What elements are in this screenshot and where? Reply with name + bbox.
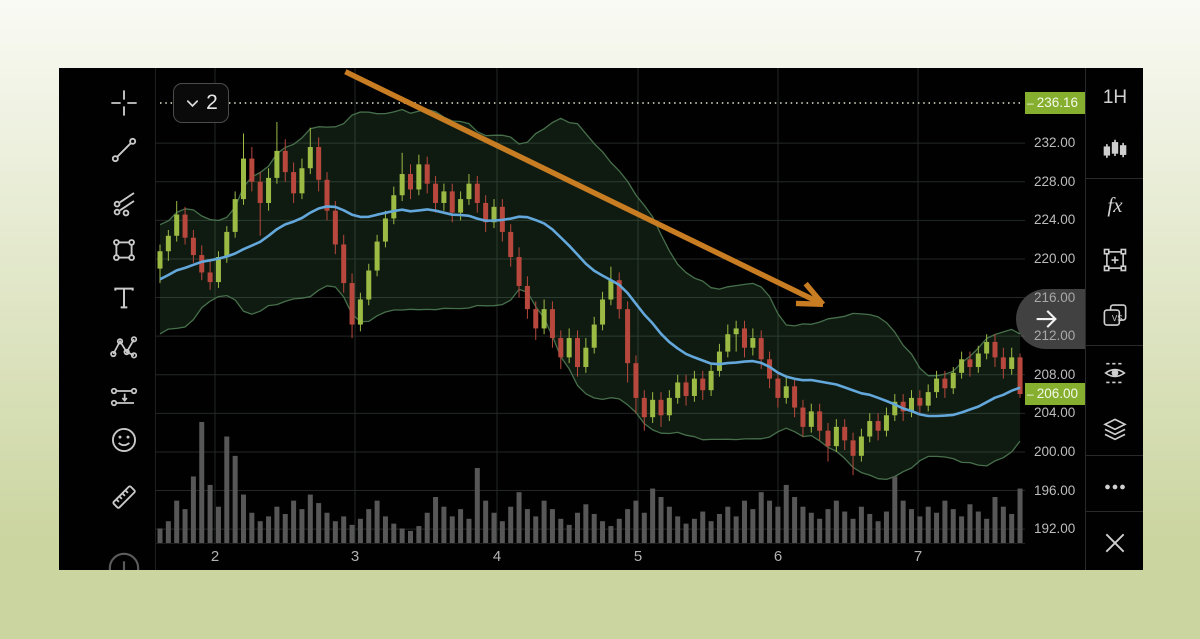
crosshair-icon bbox=[111, 90, 137, 116]
text-icon bbox=[114, 287, 134, 309]
more-options-button[interactable] bbox=[1095, 467, 1135, 507]
ruler-tool-button[interactable] bbox=[104, 477, 144, 517]
ruler-icon bbox=[112, 485, 136, 509]
indicators-fx-label: fx bbox=[1107, 192, 1123, 217]
eye-dashed-icon bbox=[1104, 362, 1126, 384]
level-price-value: 236.16 bbox=[1036, 95, 1078, 110]
indicators-button[interactable]: fx bbox=[1095, 185, 1135, 225]
go-to-realtime-button[interactable] bbox=[1016, 289, 1085, 349]
compare-vs-label: VS bbox=[1112, 314, 1123, 323]
timeframe-button[interactable]: 1H bbox=[1095, 78, 1135, 118]
trend-line-icon bbox=[111, 137, 137, 163]
compare-vs-icon: VS bbox=[1103, 304, 1127, 326]
chart-type-button[interactable] bbox=[1095, 131, 1135, 171]
text-tool-button[interactable] bbox=[104, 278, 144, 318]
pattern-tool-button[interactable] bbox=[104, 328, 144, 368]
crosshair-tool-button[interactable] bbox=[104, 83, 144, 123]
xabcd-pattern-icon bbox=[110, 336, 138, 359]
candlestick-chart-icon bbox=[1103, 139, 1127, 158]
layers-icon bbox=[1103, 418, 1127, 441]
price-tick: 232.00 bbox=[1034, 135, 1076, 151]
arrow-right-icon bbox=[1036, 310, 1057, 328]
current-price-dash: – bbox=[1027, 387, 1034, 402]
time-axis-label: 6 bbox=[773, 548, 783, 565]
price-tick: 196.00 bbox=[1034, 482, 1076, 498]
time-axis[interactable]: 2 3 4 5 6 7 bbox=[155, 543, 1025, 570]
time-axis-label: 4 bbox=[492, 548, 502, 565]
more-dots-icon bbox=[1105, 484, 1125, 490]
frame-plus-icon bbox=[1103, 248, 1127, 272]
hide-drawings-button[interactable] bbox=[1095, 353, 1135, 393]
time-axis-label: 2 bbox=[210, 548, 220, 565]
magnet-tool-button[interactable] bbox=[104, 548, 144, 570]
chart-controls-toolbar: 1H fx VS bbox=[1085, 68, 1143, 570]
toolbar-divider bbox=[1086, 455, 1143, 456]
price-tick: 212.00 bbox=[1034, 328, 1076, 344]
toolbar-divider bbox=[1086, 511, 1143, 512]
emoji-smiley-icon bbox=[111, 427, 137, 453]
time-axis-label: 3 bbox=[350, 548, 360, 565]
price-tick: 220.00 bbox=[1034, 250, 1076, 266]
drawing-toolbar bbox=[59, 68, 156, 570]
chart-area[interactable]: 2 2 3 4 5 6 7 bbox=[155, 68, 1085, 570]
price-tick: 224.00 bbox=[1034, 212, 1076, 228]
price-chart[interactable] bbox=[155, 68, 1025, 543]
time-axis-label: 5 bbox=[633, 548, 643, 565]
trend-line-tool-button[interactable] bbox=[104, 130, 144, 170]
timeframe-label: 1H bbox=[1102, 87, 1128, 108]
toolbar-divider bbox=[1086, 345, 1143, 346]
compare-button[interactable]: VS bbox=[1095, 295, 1135, 335]
rectangle-shape-icon bbox=[113, 239, 135, 261]
price-tick: 200.00 bbox=[1034, 443, 1076, 459]
time-axis-label: 7 bbox=[913, 548, 923, 565]
close-x-icon bbox=[1105, 533, 1125, 553]
price-tick: 204.00 bbox=[1034, 405, 1076, 421]
object-tree-button[interactable] bbox=[1095, 410, 1135, 450]
pitchfork-icon bbox=[113, 192, 135, 217]
current-price-value: 206.00 bbox=[1036, 386, 1078, 402]
add-chart-button[interactable] bbox=[1095, 240, 1135, 280]
drawings-count-chip[interactable]: 2 bbox=[173, 83, 229, 123]
pitchfork-tool-button[interactable] bbox=[104, 183, 144, 223]
rectangle-tool-button[interactable] bbox=[104, 230, 144, 270]
chevron-down-icon bbox=[187, 99, 199, 107]
price-tick: 228.00 bbox=[1034, 173, 1076, 189]
magnet-icon bbox=[108, 552, 140, 570]
level-dash: – bbox=[1027, 96, 1034, 110]
close-button[interactable] bbox=[1095, 523, 1135, 563]
price-axis[interactable]: – 236.16 – 206.00 232.00 228.00 224.00 220.… bbox=[1025, 68, 1085, 570]
toolbar-divider bbox=[1086, 178, 1143, 179]
emoji-tool-button[interactable] bbox=[104, 420, 144, 460]
projection-icon bbox=[110, 387, 138, 407]
price-tick: 192.00 bbox=[1034, 521, 1076, 537]
price-tick: 208.00 bbox=[1034, 366, 1076, 382]
level-price-badge[interactable]: – 236.16 bbox=[1025, 92, 1085, 114]
current-price-badge[interactable]: – 206.00 bbox=[1025, 383, 1085, 406]
price-tick: 216.00 bbox=[1034, 289, 1076, 305]
drawings-count-label: 2 bbox=[206, 91, 218, 114]
projection-tool-button[interactable] bbox=[104, 377, 144, 417]
